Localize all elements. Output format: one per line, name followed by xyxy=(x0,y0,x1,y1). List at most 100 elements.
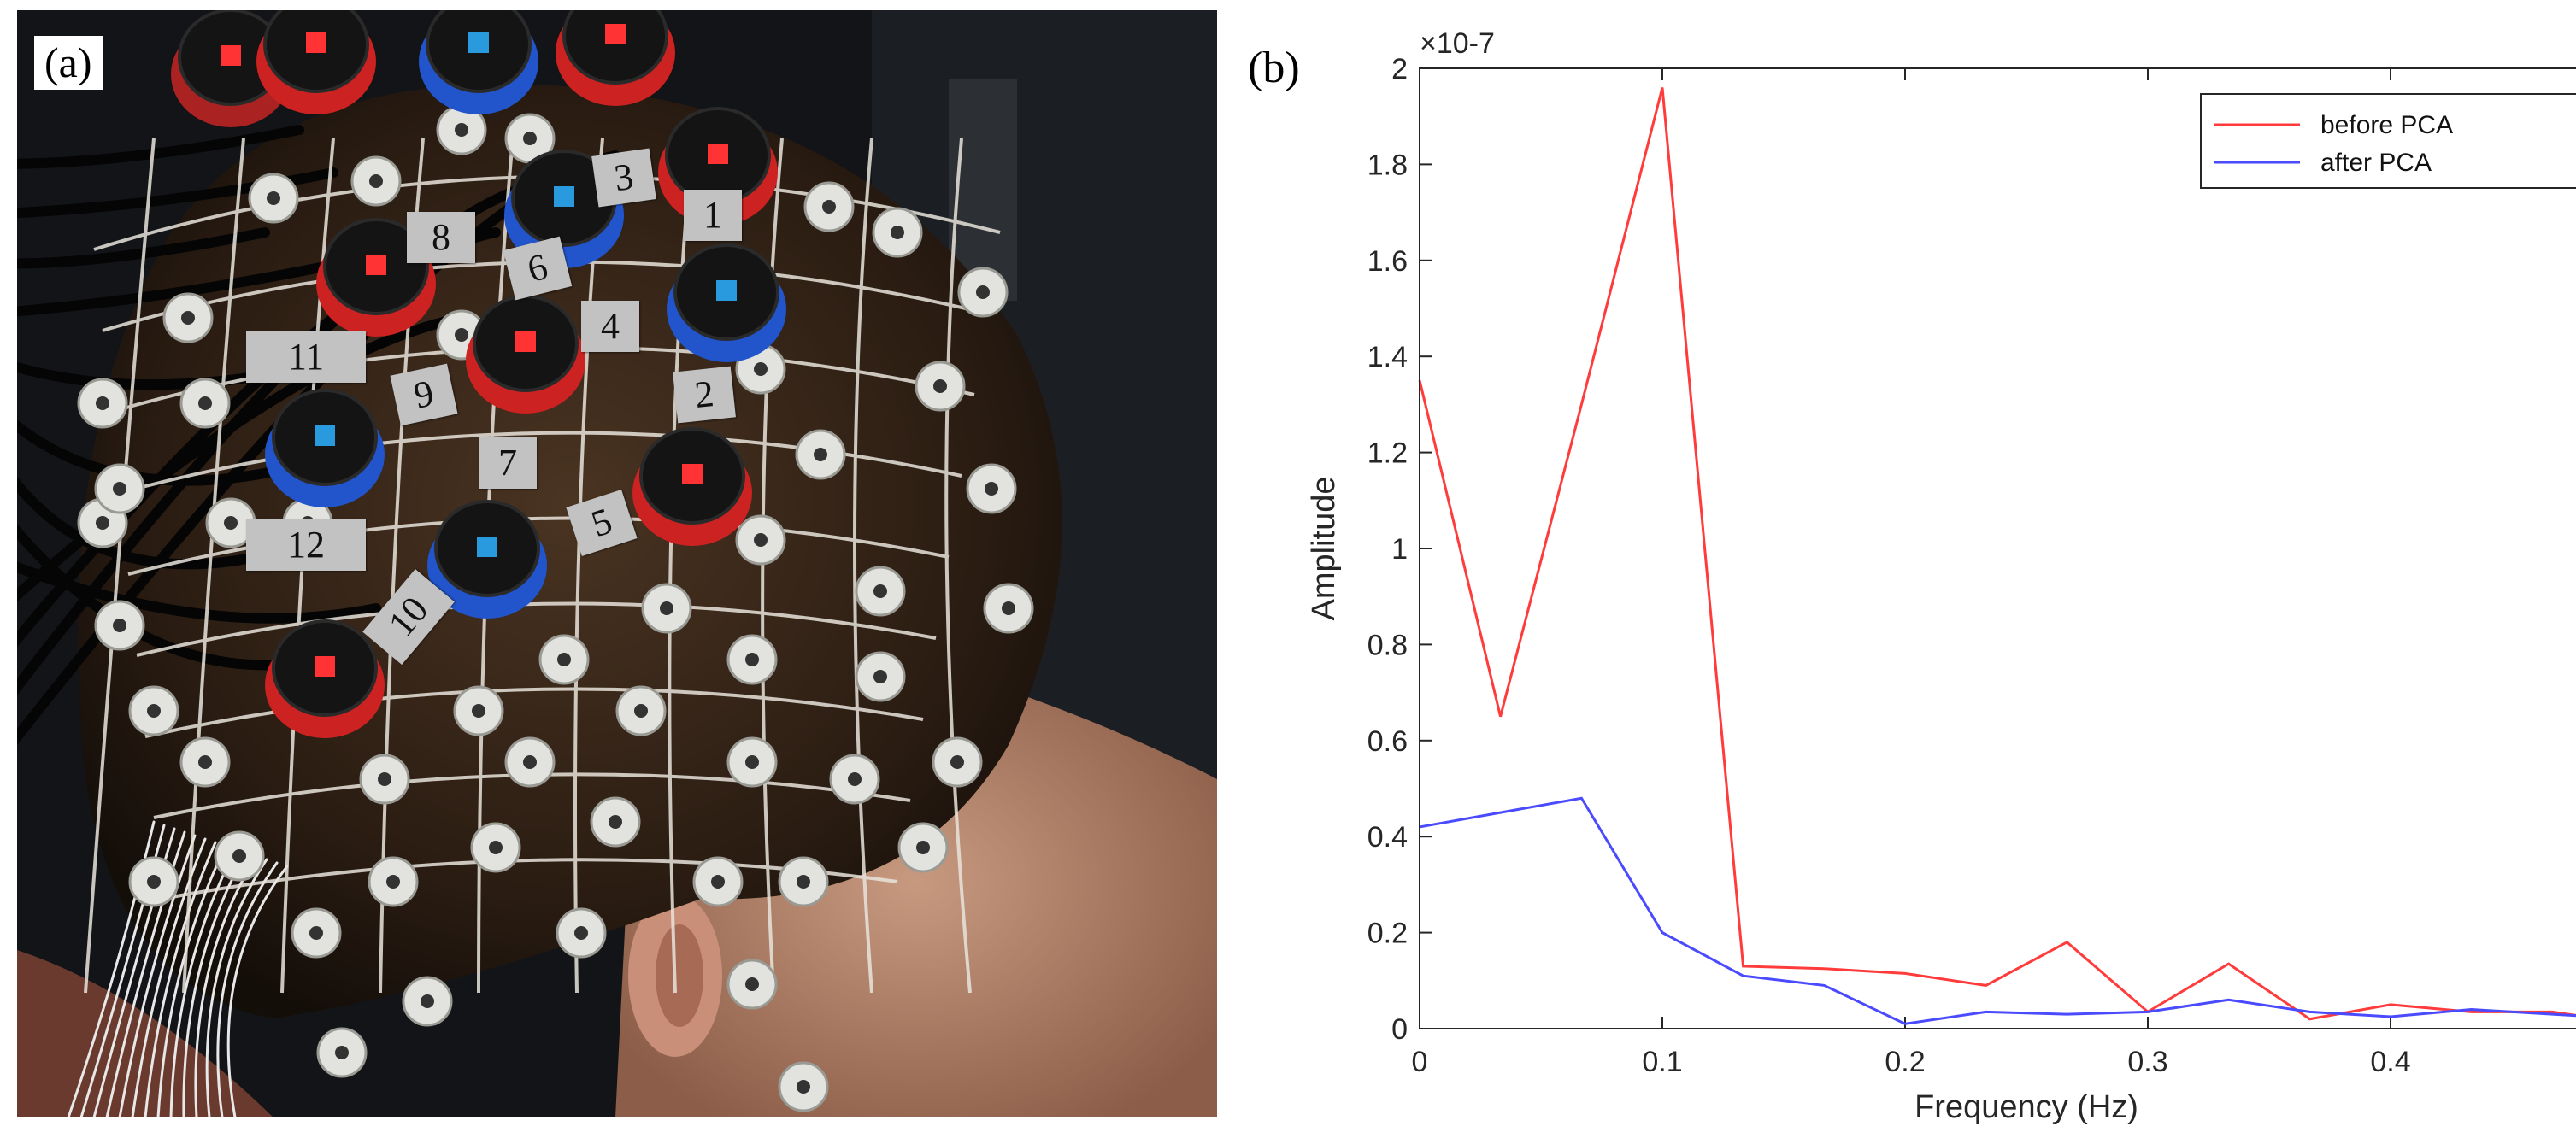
plot-area xyxy=(1420,68,2576,1029)
eeg-electrode-center xyxy=(309,926,323,940)
eeg-electrode-center xyxy=(198,755,212,769)
eeg-electrode-center xyxy=(523,132,537,145)
legend-box xyxy=(2200,93,2576,189)
eeg-electrode-center xyxy=(976,285,990,299)
panel-b-label: (b) xyxy=(1248,44,1300,92)
eeg-electrode-center xyxy=(574,926,588,940)
wire xyxy=(205,858,268,1117)
eeg-electrode-center xyxy=(557,653,571,666)
x-axis-label: Frequency (Hz) xyxy=(1914,1089,2138,1125)
eeg-electrode-center xyxy=(523,755,537,769)
optode-label-3: 3 xyxy=(591,148,656,208)
plot-frame xyxy=(1419,67,2576,1029)
optode-label-2: 2 xyxy=(673,366,736,424)
eeg-electrode-center xyxy=(489,841,503,854)
mesh-line xyxy=(182,138,245,994)
eeg-electrode-center xyxy=(745,653,759,666)
spectrum-chart: 0 0.2 0.4 0.6 0.8 1 1.2 1.4 1.6 1.8 2 0 0.1 0.2 0.3 0.… xyxy=(1306,27,2576,1125)
x-tick-label: 0 xyxy=(1412,1046,1428,1078)
eeg-electrode-center xyxy=(754,533,768,547)
y-tick-label: 1.6 xyxy=(1367,245,1408,278)
eeg-electrode-center xyxy=(181,311,195,325)
wire xyxy=(216,861,279,1117)
optode-label-12: 12 xyxy=(246,519,366,571)
eeg-electrode-center xyxy=(660,601,673,615)
wire xyxy=(226,865,289,1117)
mesh-line xyxy=(127,516,950,576)
eeg-electrode-center xyxy=(113,482,126,496)
mesh-line xyxy=(136,601,937,657)
y-tick-label: 0.8 xyxy=(1367,629,1408,661)
y-tick-label: 0.6 xyxy=(1367,725,1408,758)
eeg-electrode-center xyxy=(472,704,485,718)
eeg-electrode-center xyxy=(455,123,468,137)
legend-entry: before PCA xyxy=(2320,111,2453,139)
eeg-electrode-center xyxy=(916,841,930,854)
eeg-electrode-center xyxy=(634,704,648,718)
eeg-electrode-center xyxy=(797,875,810,889)
cable xyxy=(17,125,304,169)
optode-label-8: 8 xyxy=(407,212,475,263)
eeg-electrode-center xyxy=(147,875,161,889)
eeg-electrode-center xyxy=(933,379,947,393)
mesh-line xyxy=(144,687,924,738)
eeg-electrode-center xyxy=(711,875,725,889)
x-tick-label: 0.3 xyxy=(2127,1046,2167,1078)
cable xyxy=(17,227,270,269)
chart-legend: before PCA after PCA xyxy=(2200,93,2576,189)
eeg-electrode-center xyxy=(950,755,964,769)
eeg-electrode-center xyxy=(386,875,400,889)
y-tick-label: 0 xyxy=(1391,1013,1408,1046)
optode-sensor xyxy=(708,144,728,164)
optode-sensor xyxy=(716,280,737,301)
eeg-electrode-center xyxy=(455,328,468,342)
wire xyxy=(169,848,238,1117)
y-tick-label: 1.2 xyxy=(1367,437,1408,470)
optode-sensor xyxy=(366,255,386,275)
eeg-electrode-center xyxy=(267,191,280,205)
wire xyxy=(182,851,248,1117)
y-axis-exponent: ×10-7 xyxy=(1420,27,1495,60)
eeg-electrode-center xyxy=(198,396,212,410)
eeg-electrode-center xyxy=(96,516,109,530)
mesh-line xyxy=(853,138,873,994)
wire xyxy=(144,841,217,1117)
cable xyxy=(17,176,552,695)
eeg-electrode-center xyxy=(848,772,862,786)
optode-label-11: 11 xyxy=(246,331,366,383)
eeg-electrode-center xyxy=(378,772,391,786)
optode-sensor xyxy=(468,32,489,53)
series-line-before-pca xyxy=(1418,87,2576,1021)
y-axis-label: Amplitude xyxy=(1306,477,1342,621)
optode-sensor xyxy=(605,24,626,44)
eeg-electrode-center xyxy=(745,755,759,769)
optode-sensor xyxy=(515,331,536,352)
y-tick-label: 1.8 xyxy=(1367,149,1408,181)
eeg-electrode-center xyxy=(1002,601,1015,615)
eeg-electrode-center xyxy=(369,174,383,188)
optode-sensor xyxy=(315,656,335,677)
eeg-cap-photo: (a) 1 2 3 4 5 6 7 8 9 10 11 12 xyxy=(17,10,1217,1117)
eeg-electrode-center xyxy=(822,200,836,214)
eeg-electrode-center xyxy=(147,704,161,718)
wire xyxy=(156,844,227,1117)
eeg-electrode-center xyxy=(873,670,887,683)
series-line-after-pca xyxy=(1419,796,2576,1025)
optode-sensor xyxy=(221,45,241,66)
y-tick-label: 2 xyxy=(1391,53,1408,85)
y-tick-label: 0.2 xyxy=(1367,918,1408,950)
eeg-electrode-center xyxy=(335,1046,349,1059)
wire xyxy=(118,834,197,1117)
y-tick-label: 1.4 xyxy=(1367,341,1408,373)
optode-sensor xyxy=(477,537,497,557)
eeg-electrode-center xyxy=(113,619,126,632)
eeg-electrode-center xyxy=(754,362,768,376)
eeg-electrode-center xyxy=(745,977,759,991)
spectrum-chart-panel: (b) 0 0.2 0.4 0.6 0.8 1 1.2 1.4 1.6 1.8 2 0 0.1 0.2 0… xyxy=(1231,0,2576,1138)
cable xyxy=(17,476,262,570)
panel-a-label: (a) xyxy=(34,36,103,90)
eeg-electrode-center xyxy=(985,482,998,496)
mesh-line xyxy=(668,138,694,994)
eeg-electrode-center xyxy=(797,1080,810,1094)
y-tick-label: 0.4 xyxy=(1367,821,1408,854)
